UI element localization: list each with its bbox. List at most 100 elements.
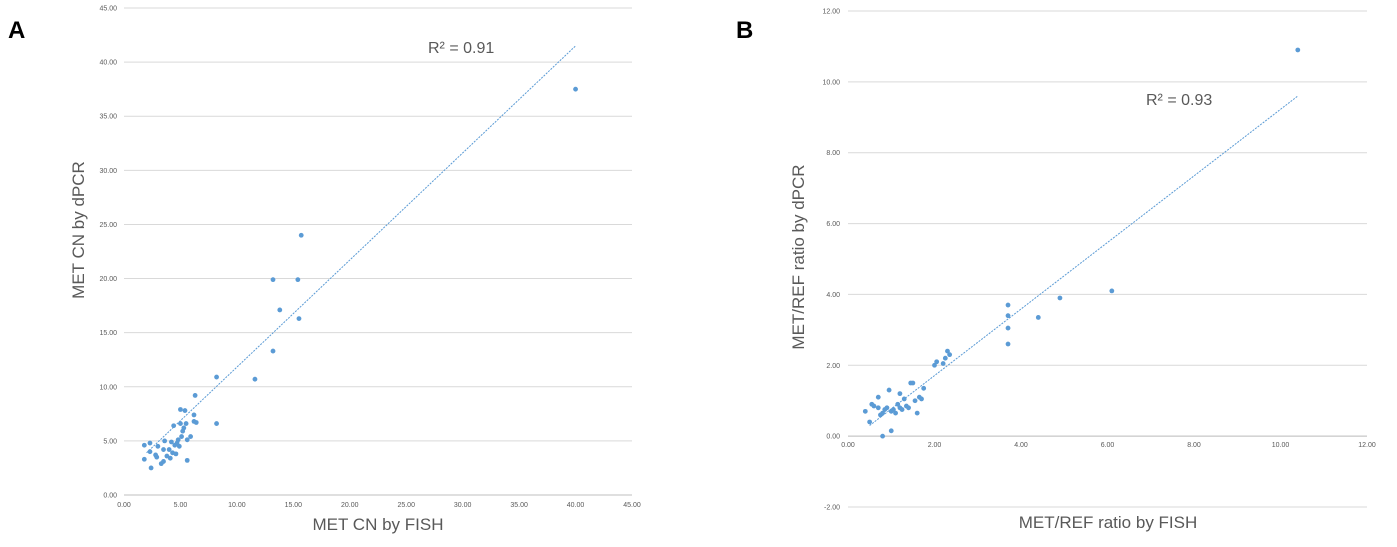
y-tick-label: 0.00 — [826, 434, 840, 441]
x-tick-label: 8.00 — [1187, 442, 1201, 449]
data-point — [906, 405, 911, 411]
x-tick-label: 0.00 — [117, 502, 131, 509]
data-point — [891, 407, 896, 412]
data-point — [147, 440, 153, 446]
data-point — [169, 439, 174, 445]
y-tick-label: 6.00 — [826, 221, 840, 228]
x-tick-label: 4.00 — [1014, 442, 1028, 449]
data-point — [162, 438, 168, 444]
data-point — [862, 408, 868, 414]
y-tick-label: 4.00 — [826, 292, 840, 299]
data-point — [167, 455, 173, 461]
x-tick-label: 12.00 — [1358, 442, 1376, 449]
data-point — [141, 442, 147, 448]
data-point — [296, 316, 302, 321]
y-tick-label: 25.00 — [99, 222, 117, 229]
data-point — [947, 352, 953, 358]
y-tick-label: 2.00 — [826, 363, 840, 370]
y-axis-title: MET CN by dPCR — [69, 161, 88, 299]
data-point — [1005, 341, 1011, 347]
x-tick-label: 40.00 — [567, 502, 585, 509]
y-tick-label: 20.00 — [99, 276, 117, 283]
data-point — [934, 359, 940, 365]
panel-label: A — [8, 17, 25, 44]
data-point — [880, 410, 885, 416]
data-point — [1035, 315, 1041, 320]
y-tick-label: 35.00 — [99, 114, 117, 121]
data-point — [298, 232, 304, 238]
data-point — [295, 277, 301, 283]
data-point — [940, 361, 946, 366]
x-tick-label: 30.00 — [454, 502, 472, 509]
data-point — [155, 443, 161, 449]
y-tick-label: 40.00 — [99, 60, 117, 67]
chart-a: A 0.00 5.00 10.00 15.00 20.00 25.00 30.00 35.00 4… — [8, 6, 641, 535]
data-point — [1005, 313, 1011, 319]
data-point — [184, 457, 190, 463]
y-tick-label: 5.00 — [103, 438, 117, 445]
data-point — [899, 407, 905, 412]
data-point — [912, 398, 918, 404]
data-point — [161, 447, 166, 452]
y-tick-label: 8.00 — [826, 150, 840, 157]
r-squared-label: R² = 0.91 — [428, 40, 494, 57]
x-tick-label: 20.00 — [341, 502, 359, 509]
data-point — [147, 449, 153, 455]
data-point — [897, 391, 903, 397]
data-point — [252, 376, 258, 382]
data-point — [214, 421, 219, 426]
x-tick-label: 5.00 — [174, 502, 188, 509]
y-tick-label: 0.00 — [103, 493, 117, 500]
x-tick-label: 2.00 — [928, 442, 942, 449]
data-point — [932, 362, 937, 368]
x-tick-label: 45.00 — [623, 502, 641, 509]
data-point — [188, 434, 194, 439]
data-point — [193, 420, 199, 425]
data-point — [1057, 295, 1063, 301]
data-point — [1005, 302, 1011, 308]
data-point — [919, 396, 924, 402]
data-point — [178, 407, 183, 412]
data-point — [183, 421, 189, 426]
data-point — [871, 403, 877, 409]
data-point — [1005, 325, 1011, 331]
data-point — [888, 428, 894, 434]
data-point — [880, 433, 885, 439]
data-point — [895, 401, 901, 407]
data-point — [875, 394, 881, 400]
x-axis-title: MET/REF ratio by FISH — [1019, 513, 1198, 532]
data-point — [875, 405, 881, 411]
x-tick-label: 10.00 — [1272, 442, 1290, 449]
data-point — [166, 447, 172, 452]
x-tick-label: 15.00 — [285, 502, 303, 509]
data-point — [173, 451, 179, 457]
y-tick-label: 45.00 — [99, 6, 117, 13]
panel-label: B — [736, 17, 753, 44]
data-point — [901, 396, 907, 402]
data-point — [893, 410, 898, 416]
data-point — [175, 437, 181, 443]
data-point — [867, 419, 873, 425]
y-tick-label: 15.00 — [99, 330, 117, 337]
r-squared-label: R² = 0.93 — [1146, 92, 1212, 109]
data-point — [148, 465, 154, 471]
data-point — [184, 437, 190, 443]
y-tick-label: 30.00 — [99, 168, 117, 175]
data-point — [270, 348, 276, 354]
y-tick-label: 12.00 — [822, 9, 840, 16]
data-point — [573, 86, 578, 92]
y-tick-label: 10.00 — [99, 384, 117, 391]
data-point — [1109, 288, 1115, 294]
x-tick-label: 10.00 — [228, 502, 246, 509]
data-point — [942, 355, 948, 361]
data-point — [176, 443, 182, 449]
data-point — [154, 454, 160, 460]
data-point — [181, 425, 187, 431]
data-point — [191, 412, 197, 418]
y-tick-label: 10.00 — [822, 79, 840, 86]
data-point — [910, 380, 916, 386]
x-tick-label: 6.00 — [1101, 442, 1115, 449]
data-point — [171, 423, 177, 429]
y-axis-title: MET/REF ratio by dPCR — [789, 164, 808, 349]
data-point — [886, 387, 892, 393]
